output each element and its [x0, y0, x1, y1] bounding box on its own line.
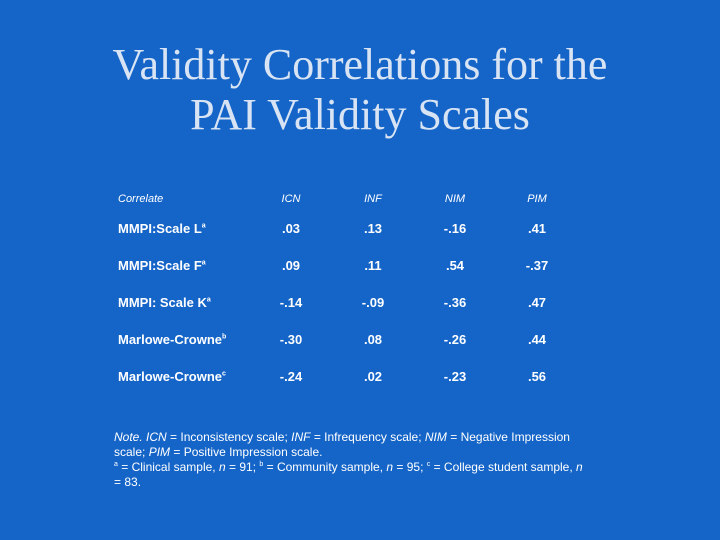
cell-nim: -.16 [443, 221, 467, 236]
table-row: Marlowe-Crownec -.24 .02 -.23 .56 [110, 358, 578, 395]
c-definition: = College student sample, [433, 460, 573, 474]
row-label: MMPI: Scale Ka [110, 284, 250, 321]
cell-icn: .09 [281, 258, 301, 273]
row-label-text: Marlowe-Crowne [118, 332, 223, 347]
cell-pim: .41 [527, 221, 547, 236]
cell-inf: .13 [363, 221, 383, 236]
note-sup-a: a [114, 461, 118, 468]
row-label-text: MMPI:Scale L [118, 221, 202, 236]
row-superscript: c [222, 370, 226, 378]
cell-nim: -.36 [443, 295, 467, 310]
row-label: MMPI:Scale La [110, 210, 250, 247]
inf-definition: = Infrequency scale; [313, 430, 422, 444]
cell-icn: -.30 [279, 332, 303, 347]
b-n: = 95; [396, 460, 424, 474]
cell-inf: -.09 [361, 295, 385, 310]
correlation-table: Correlate ICN INF NIM PIM MMPI:Scale La … [110, 188, 578, 395]
table-row: MMPI:Scale La .03 .13 -.16 .41 [110, 210, 578, 247]
table-row: MMPI: Scale Ka -.14 -.09 -.36 .47 [110, 284, 578, 321]
inf-abbr: INF [291, 430, 311, 444]
n-symbol: n [218, 460, 226, 474]
row-superscript: a [201, 259, 206, 267]
n-symbol: n [576, 460, 583, 474]
row-label: MMPI:Scale Fa [110, 247, 250, 284]
header-pim: PIM [527, 193, 547, 205]
row-label: Marlowe-Crownec [110, 358, 250, 395]
icn-definition: = Inconsistency scale; [170, 430, 288, 444]
cell-inf: .11 [364, 258, 382, 273]
header-correlate: Correlate [118, 193, 164, 205]
row-superscript: b [222, 333, 227, 341]
header-inf: INF [364, 193, 382, 205]
table-row: MMPI:Scale Fa .09 .11 .54 -.37 [110, 247, 578, 284]
icn-abbr: ICN [146, 430, 167, 444]
row-superscript: a [201, 222, 206, 230]
pim-definition: = Positive Impression scale. [173, 445, 323, 459]
table-note: Note. ICN = Inconsistency scale; INF = I… [114, 430, 584, 490]
cell-pim: .44 [527, 332, 547, 347]
cell-pim: -.37 [525, 258, 549, 273]
cell-pim: .56 [527, 369, 547, 384]
cell-nim: -.23 [443, 369, 467, 384]
nim-definition: = Negative Impression scale; [114, 430, 570, 459]
a-definition: = Clinical sample, [121, 460, 216, 474]
title-line-1: Validity Correlations for the [112, 40, 608, 89]
slide-title: Validity Correlations for the PAI Validi… [0, 40, 720, 140]
cell-nim: .54 [445, 258, 465, 273]
note-label: Note. [114, 430, 143, 444]
cell-pim: .47 [527, 295, 547, 310]
row-superscript: a [206, 296, 211, 304]
cell-icn: .03 [281, 221, 301, 236]
cell-nim: -.26 [443, 332, 467, 347]
pim-abbr: PIM [148, 445, 171, 459]
row-label: Marlowe-Crowneb [110, 321, 250, 358]
cell-inf: .08 [363, 332, 383, 347]
b-definition: = Community sample, [266, 460, 383, 474]
note-sup-c: c [426, 461, 431, 468]
a-n: = 91; [229, 460, 257, 474]
n-symbol: n [386, 460, 394, 474]
note-sup-b: b [259, 461, 264, 468]
header-icn: ICN [281, 193, 301, 205]
cell-inf: .02 [363, 369, 383, 384]
c-n: = 83. [114, 475, 142, 489]
title-line-2: PAI Validity Scales [190, 90, 530, 139]
row-label-text: MMPI: Scale K [118, 295, 207, 310]
nim-abbr: NIM [424, 430, 447, 444]
header-nim: NIM [444, 193, 466, 205]
table-header-row: Correlate ICN INF NIM PIM [110, 188, 578, 210]
row-label-text: Marlowe-Crowne [118, 369, 223, 384]
table-row: Marlowe-Crowneb -.30 .08 -.26 .44 [110, 321, 578, 358]
row-label-text: MMPI:Scale F [118, 258, 202, 273]
cell-icn: -.24 [279, 369, 303, 384]
cell-icn: -.14 [279, 295, 303, 310]
